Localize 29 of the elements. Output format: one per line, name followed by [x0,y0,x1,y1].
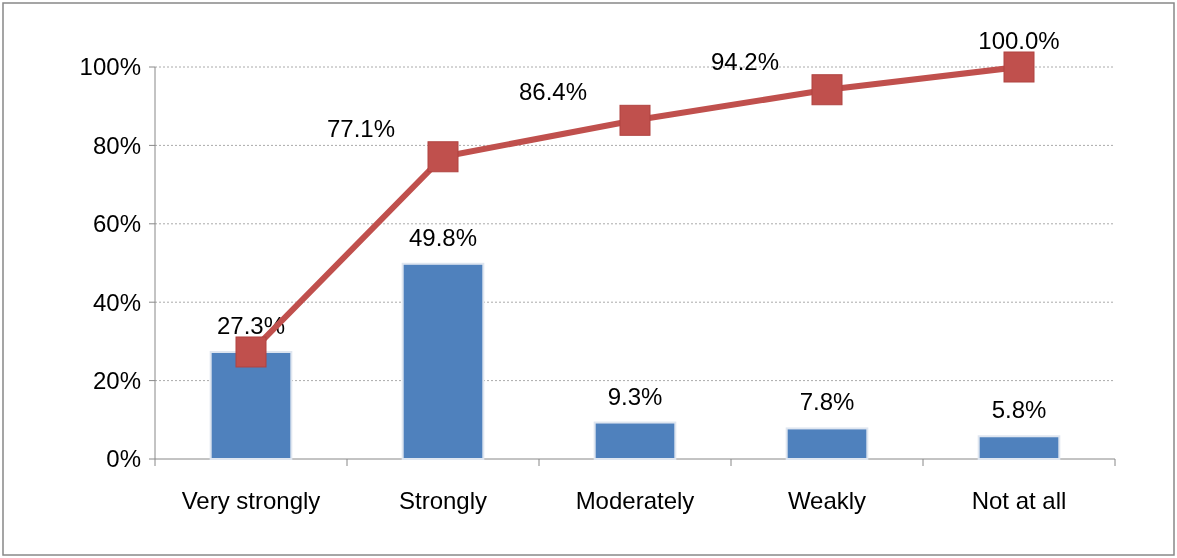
data-label: 5.8% [991,396,1047,424]
y-tick-label: 40% [92,288,141,316]
point [811,74,843,106]
point [235,336,267,368]
data-label: 9.3% [607,382,663,410]
point [1003,51,1035,83]
point [619,104,651,136]
y-tick-label: 60% [92,210,141,238]
data-label: 49.8% [408,223,478,251]
data-label: 94.2% [710,47,780,75]
x-tick-label: Weakly [787,487,867,514]
bar [209,350,293,460]
x-tick-label: Very strongly [181,487,321,514]
data-label: 7.8% [799,388,855,416]
x-tick-label: Strongly [398,487,488,514]
data-label: 86.4% [518,78,588,106]
x-tick-label: Moderately [575,487,695,514]
y-tick-label: 80% [92,131,141,159]
bar [977,435,1061,460]
y-tick-label: 0% [106,445,141,473]
bar [401,262,485,460]
x-tick-label: Not at all [971,487,1067,514]
point [427,141,459,173]
bar [593,421,677,460]
bar [785,427,869,460]
data-label: 100.0% [978,27,1060,54]
data-label: 77.1% [326,114,396,142]
y-tick-label: 20% [92,367,141,394]
y-tick-label: 100% [79,53,141,81]
